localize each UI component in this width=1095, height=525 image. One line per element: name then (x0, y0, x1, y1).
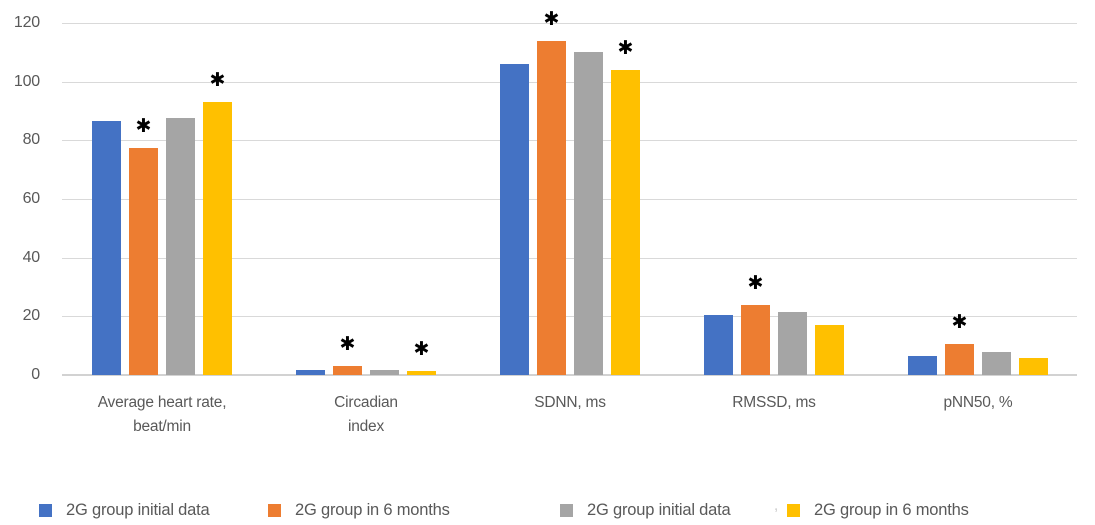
significance-asterisk-icon: ✱ (951, 311, 968, 334)
bar (129, 147, 158, 375)
bar (296, 369, 325, 375)
bar (1019, 357, 1048, 375)
significance-asterisk-icon: ✱ (413, 338, 430, 361)
x-axis-line (62, 374, 1077, 376)
bar (370, 370, 399, 375)
bar (611, 69, 640, 375)
y-axis-tick-label: 80 (22, 131, 41, 149)
legend-item: 2G group in 6 months (787, 501, 969, 520)
significance-asterisk-icon: ✱ (339, 333, 356, 356)
bar (407, 371, 436, 375)
legend-label: 2G group initial data (66, 501, 210, 519)
bar (741, 304, 770, 375)
y-axis-tick-label: 120 (13, 14, 40, 31)
y-axis-tick-label: 40 (22, 248, 41, 266)
category-label: Circadian index (334, 394, 398, 435)
significance-asterisk-icon: ✱ (209, 69, 226, 92)
bar (778, 311, 807, 375)
bar (945, 344, 974, 375)
legend-swatch-icon (268, 504, 281, 517)
legend-swatch-icon (560, 504, 573, 517)
category-label: RMSSD, ms (732, 394, 816, 411)
category-label: Average heart rate, beat/min (97, 394, 227, 435)
y-axis-tick-label: 20 (22, 307, 41, 325)
legend-separator: , (774, 497, 779, 514)
category-label: pNN50, % (943, 394, 1013, 411)
bar (166, 118, 195, 375)
bar (500, 64, 529, 375)
legend-label: 2G group in 6 months (814, 501, 969, 519)
bar (982, 352, 1011, 375)
bar (574, 52, 603, 375)
bar (333, 366, 362, 375)
significance-asterisk-icon: ✱ (617, 36, 634, 59)
gridline (62, 257, 1077, 259)
category-label: SDNN, ms (534, 394, 606, 411)
y-axis-tick-label: 100 (13, 72, 40, 90)
y-axis-tick-label: 60 (22, 190, 41, 207)
legend-swatch-icon (39, 504, 52, 517)
bar (203, 102, 232, 375)
y-axis-tick-label: 0 (31, 366, 40, 383)
gridline (62, 140, 1077, 142)
bar (92, 121, 121, 375)
significance-asterisk-icon: ✱ (543, 7, 560, 30)
bar (815, 325, 844, 375)
legend-item: 2G group initial data (560, 501, 731, 520)
gridline (62, 81, 1077, 83)
significance-asterisk-icon: ✱ (747, 271, 764, 294)
significance-asterisk-icon: ✱ (135, 114, 152, 137)
legend-item: 2G group initial data (39, 501, 210, 520)
bar (704, 314, 733, 375)
legend-item: 2G group in 6 months (268, 501, 450, 520)
gridline (62, 23, 1077, 24)
gridline (62, 199, 1077, 200)
legend-label: 2G group initial data (587, 501, 731, 519)
gridline (62, 316, 1077, 318)
legend-swatch-icon (787, 504, 800, 517)
legend-label: 2G group in 6 months (295, 501, 450, 519)
bar (537, 40, 566, 375)
bar (908, 355, 937, 375)
